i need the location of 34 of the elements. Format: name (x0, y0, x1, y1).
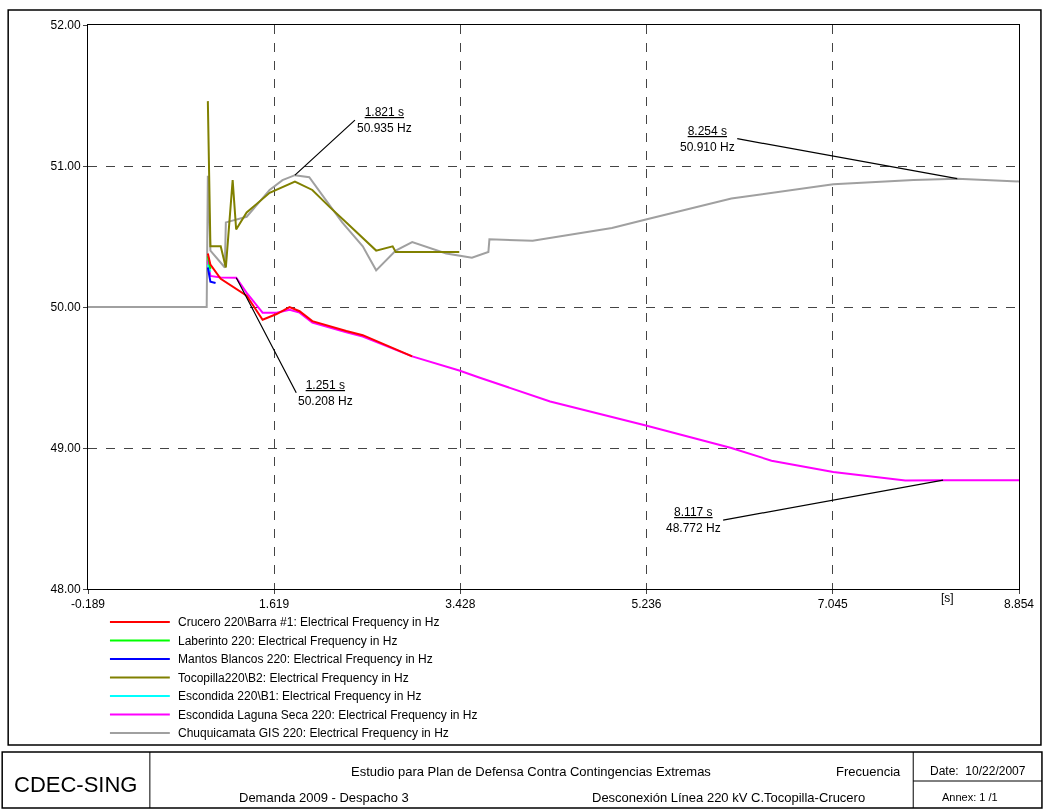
text: Demanda 2009 - Despacho 3 (239, 790, 409, 805)
legend-label: Mantos Blancos 220: Electrical Frequency in Hz (178, 652, 433, 666)
line-series (206, 100, 461, 269)
x-tick-label: 3.428 (445, 597, 476, 612)
annotation: 8.117 s 48.772 Hz (666, 505, 721, 535)
legend-label: Escondida Laguna Seca 220: Electrical Frequency in Hz (178, 708, 478, 722)
legend-label: Tocopilla220\B2: Electrical Frequency in Hz (178, 671, 409, 685)
text: CDEC-SING (14, 772, 138, 797)
y-tick-label: 48.00 (50, 582, 81, 597)
y-tick-label: 50.00 (50, 300, 81, 315)
text: Frecuencia (836, 764, 902, 779)
x-tick-label: 8.854 (1003, 597, 1035, 612)
annotation: 8.254 s 50.910 Hz (680, 124, 735, 154)
legend-label: Laberinto 220: Electrical Frequency in Hz (178, 634, 398, 648)
x-axis-title: [s] (941, 591, 954, 605)
legend-label: Escondida 220\B1: Electrical Frequency in Hz (178, 689, 422, 703)
x-tick-label: 7.045 (817, 597, 849, 612)
annotation: 1.251 s 50.208 Hz (298, 378, 353, 408)
text: Annex: 1 /1 (942, 791, 998, 803)
x-tick-label: 5.236 (631, 597, 662, 612)
annotation: 1.821 s 50.935 Hz (357, 105, 412, 135)
y-tick-label: 49.00 (50, 441, 81, 456)
x-tick-label: -0.189 (70, 597, 106, 612)
legend-label: Crucero 220\Barra #1: Electrical Frequency in Hz (178, 615, 440, 629)
line-series (88, 174, 1019, 308)
line-series (206, 259, 1019, 482)
text: Estudio para Plan de Defensa Contra Contingencias Extremas (351, 764, 712, 779)
y-tick-label: 51.00 (50, 159, 81, 174)
legend-label: Chuquicamata GIS 220: Electrical Frequency in Hz (178, 726, 449, 740)
text: Date: 10/22/2007 (930, 764, 1026, 778)
line-series (206, 252, 414, 358)
text: Desconexión Línea 220 kV C.Tocopilla-Crucero (592, 790, 866, 805)
y-tick-label: 52.00 (50, 18, 81, 33)
x-tick-label: 1.619 (259, 597, 290, 612)
